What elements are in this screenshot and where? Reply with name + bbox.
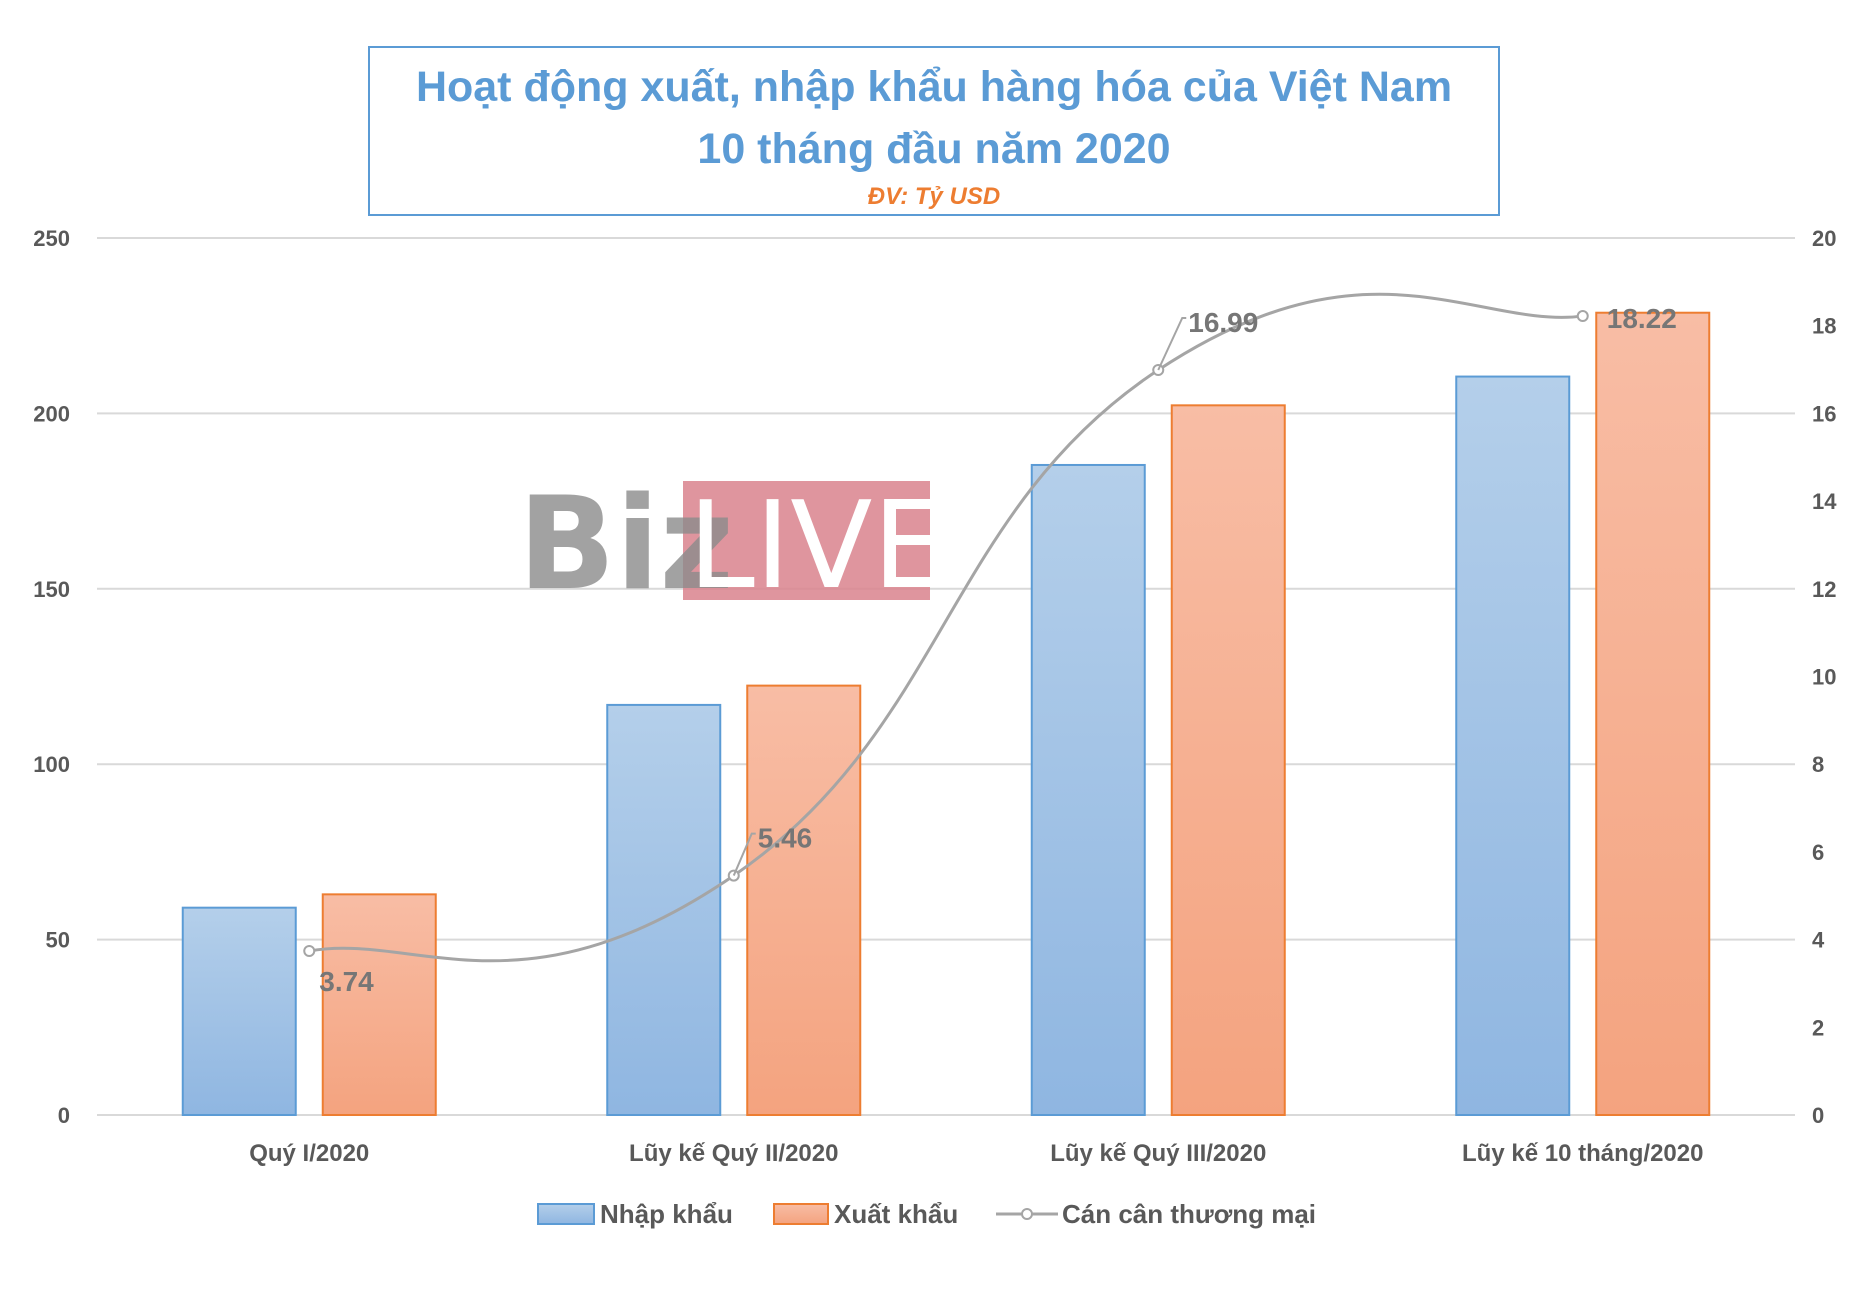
left-tick-label: 50 [46, 928, 70, 953]
chart-title-line2: 10 tháng đầu năm 2020 [697, 125, 1171, 173]
right-tick-label: 12 [1812, 577, 1836, 602]
right-tick-label: 0 [1812, 1103, 1824, 1128]
bar-import [1455, 375, 1571, 1117]
bar-export [321, 893, 437, 1116]
balance-line-path [308, 292, 1583, 963]
bar-export [1170, 404, 1286, 1116]
right-axis-ticks: 0 2 4 6 8 10 12 14 16 18 20 [1812, 226, 1837, 1128]
watermark-live-text: LIVE [688, 477, 948, 616]
bar-import [181, 906, 297, 1116]
watermark-live-box [683, 481, 930, 600]
category-label: Lũy kế Quý II/2020 [629, 1140, 838, 1167]
balance-data-label: 16.99 [1188, 307, 1258, 338]
legend: Nhập khẩu Xuất khẩu Cán cân thương mại [537, 1199, 1316, 1229]
legend-swatch-export [773, 1203, 829, 1225]
chart-title-box: Hoạt động xuất, nhập khẩu hàng hóa của V… [368, 46, 1500, 216]
legend-label-balance: Cán cân thương mại [1062, 1199, 1316, 1229]
right-tick-label: 2 [1812, 1015, 1824, 1040]
balance-data-label: 18.22 [1607, 303, 1677, 334]
right-tick-label: 14 [1812, 489, 1837, 514]
right-tick-label: 16 [1812, 401, 1836, 426]
category-labels: Quý I/2020 Lũy kế Quý II/2020 Lũy kế Quý I… [249, 1140, 1703, 1167]
left-tick-label: 150 [33, 577, 70, 602]
right-tick-label: 10 [1812, 665, 1836, 690]
chart-title-line1: Hoạt động xuất, nhập khẩu hàng hóa của V… [415, 63, 1453, 111]
category-label: Lũy kế Quý III/2020 [1050, 1140, 1266, 1167]
bars [181, 311, 1711, 1117]
bar-export [746, 684, 862, 1116]
balance-marker [1576, 310, 1589, 323]
right-tick-label: 4 [1812, 928, 1825, 953]
legend-swatch-balance-marker [1021, 1208, 1033, 1220]
bar-import [1030, 463, 1146, 1116]
right-tick-label: 18 [1812, 314, 1836, 339]
legend-swatch-import [537, 1203, 595, 1225]
category-label: Quý I/2020 [249, 1140, 369, 1167]
chart-unit: ĐV: Tỷ USD [867, 183, 1001, 210]
left-tick-label: 200 [33, 401, 70, 426]
left-axis-ticks: 0 50 100 150 200 250 [33, 226, 70, 1128]
bar-export [1595, 311, 1711, 1116]
category-label: Lũy kế 10 tháng/2020 [1462, 1140, 1703, 1167]
legend-label-import: Nhập khẩu [600, 1199, 733, 1229]
balance-data-label: 3.74 [319, 966, 374, 997]
balance-marker [303, 945, 316, 958]
balance-line [303, 292, 1589, 963]
label-leader-line [732, 832, 756, 876]
right-tick-label: 20 [1812, 226, 1836, 251]
bizlive-watermark: Biz LIVE [518, 470, 948, 619]
right-tick-label: 6 [1812, 840, 1824, 865]
data-labels: 3.74 5.46 16.99 18.22 [319, 303, 1677, 997]
watermark-biz-text: Biz [518, 470, 734, 619]
bar-import [606, 703, 722, 1116]
left-tick-label: 250 [33, 226, 70, 251]
balance-data-label: 5.46 [758, 823, 813, 854]
left-tick-label: 0 [58, 1103, 70, 1128]
legend-label-export: Xuất khẩu [834, 1199, 958, 1229]
left-tick-label: 100 [33, 752, 70, 777]
right-tick-label: 8 [1812, 752, 1824, 777]
label-leader-line [1157, 316, 1187, 371]
